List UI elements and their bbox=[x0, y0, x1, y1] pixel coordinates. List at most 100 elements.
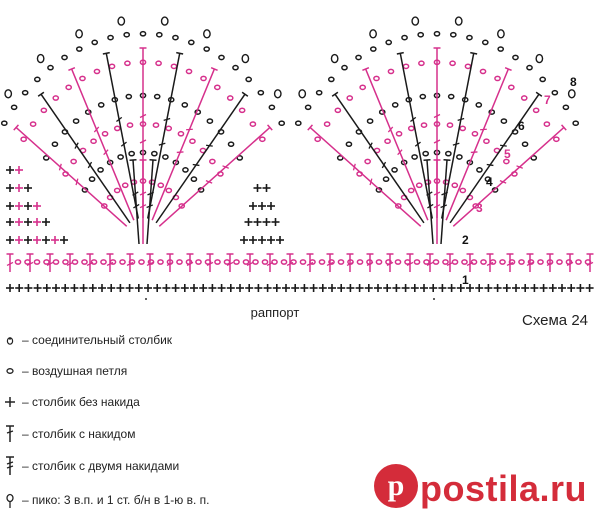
single-crochet-symbol bbox=[258, 202, 266, 210]
single-crochet-symbol bbox=[240, 236, 248, 244]
chain-symbol bbox=[385, 39, 393, 46]
tall-stitch-symbol bbox=[445, 67, 512, 221]
single-crochet-symbol bbox=[530, 284, 539, 292]
legend-item-single-crochet: – столбик без накида bbox=[0, 392, 420, 412]
picot-icon bbox=[6, 493, 14, 508]
single-crochet-symbol bbox=[475, 284, 484, 292]
chain-symbol bbox=[278, 120, 286, 127]
single-crochet-symbol bbox=[484, 284, 493, 292]
single-crochet-symbol bbox=[6, 166, 14, 174]
single-crochet-symbol bbox=[60, 236, 68, 244]
chain-symbol bbox=[456, 154, 463, 160]
chain-symbol bbox=[271, 259, 278, 265]
chain-symbol bbox=[413, 259, 421, 265]
tall-stitch-symbol bbox=[46, 253, 54, 272]
tall-stitch-symbol bbox=[331, 91, 425, 224]
single-crochet-symbol bbox=[153, 284, 162, 292]
chain-symbol bbox=[499, 259, 506, 265]
chain-symbol bbox=[318, 259, 326, 265]
single-crochet-symbol bbox=[346, 284, 355, 292]
chain-symbol bbox=[418, 60, 425, 67]
chain-symbol bbox=[177, 130, 185, 137]
chain-symbol bbox=[71, 259, 79, 265]
chain-symbol bbox=[233, 259, 240, 265]
chain-symbol bbox=[153, 93, 161, 100]
single-crochet-symbol bbox=[33, 236, 41, 244]
chain-symbol bbox=[483, 138, 490, 145]
chain-symbol bbox=[101, 130, 109, 137]
chain-symbol bbox=[556, 259, 563, 265]
chain-symbol bbox=[385, 259, 392, 265]
chain-symbol bbox=[155, 60, 162, 67]
single-crochet-symbol bbox=[253, 184, 262, 192]
chain-symbol bbox=[451, 182, 459, 189]
chain-symbol bbox=[449, 60, 456, 67]
chain-symbol bbox=[471, 130, 479, 137]
chain-symbol bbox=[81, 187, 89, 193]
chain-symbol bbox=[530, 155, 538, 161]
picot-symbol bbox=[567, 89, 576, 99]
chain-symbol bbox=[195, 259, 202, 265]
chain-symbol bbox=[40, 107, 48, 114]
chain-symbol bbox=[464, 63, 472, 70]
chain-symbol bbox=[258, 136, 266, 143]
tall-stitch-symbol bbox=[13, 124, 128, 227]
chain-symbol bbox=[520, 95, 528, 101]
chain-symbol bbox=[97, 167, 104, 173]
tall-stitch-symbol bbox=[246, 253, 254, 272]
tall-stitch-symbol bbox=[6, 253, 14, 272]
chain-symbol bbox=[503, 158, 510, 165]
chain-symbol bbox=[166, 259, 174, 265]
chain-symbol bbox=[309, 259, 316, 265]
tall-stitch-symbol bbox=[396, 51, 434, 219]
chain-symbol bbox=[0, 120, 8, 127]
chain-symbol bbox=[125, 93, 133, 100]
chain-symbol bbox=[176, 259, 183, 265]
chain-symbol bbox=[461, 259, 468, 265]
watermark-badge-letter: p bbox=[387, 469, 405, 502]
tall-stitch-symbol bbox=[440, 51, 478, 219]
chain-symbol bbox=[90, 138, 97, 145]
single-crochet-symbol bbox=[15, 202, 23, 210]
chain-symbol bbox=[382, 176, 390, 182]
chain-symbol bbox=[507, 84, 515, 91]
chain-symbol bbox=[347, 259, 354, 265]
single-crochet-symbol bbox=[70, 284, 79, 292]
chain-symbol bbox=[411, 154, 418, 160]
chain-symbol bbox=[218, 54, 225, 61]
chain-symbol bbox=[214, 259, 221, 265]
chain-symbol bbox=[512, 54, 519, 61]
row-number: 2 bbox=[462, 233, 469, 247]
single-crochet-symbol bbox=[567, 284, 576, 292]
rapport-bracket bbox=[145, 298, 435, 300]
chain-symbol bbox=[52, 95, 60, 101]
tall-stitch-symbol bbox=[146, 159, 157, 245]
tall-stitch-symbol bbox=[433, 159, 441, 244]
chain-symbol bbox=[407, 125, 415, 132]
chain-symbol bbox=[52, 259, 60, 265]
chain-symbol bbox=[20, 136, 28, 143]
tall-stitch-symbol bbox=[37, 91, 131, 224]
chain-symbol bbox=[395, 130, 403, 137]
chain-symbol bbox=[472, 203, 480, 209]
chain-symbol bbox=[337, 259, 345, 265]
rapport-label: раппорт bbox=[250, 305, 300, 320]
picot-symbol bbox=[273, 89, 282, 99]
chain-symbol bbox=[481, 39, 489, 46]
single-crochet-symbol bbox=[267, 236, 275, 244]
chain-symbol bbox=[139, 30, 147, 37]
tall-stitch-symbol bbox=[146, 51, 184, 219]
chain-symbol bbox=[113, 187, 121, 194]
single-crochet-symbol bbox=[199, 284, 208, 292]
chain-symbol bbox=[447, 93, 455, 100]
chain-symbol bbox=[42, 155, 50, 161]
single-crochet-symbol bbox=[6, 236, 14, 244]
chain-symbol bbox=[521, 141, 529, 148]
single-crochet-symbol bbox=[42, 218, 50, 226]
chain-symbol bbox=[422, 150, 430, 157]
chain-symbol bbox=[157, 182, 165, 189]
chain-symbol bbox=[203, 46, 211, 52]
chain-symbol bbox=[314, 136, 322, 143]
